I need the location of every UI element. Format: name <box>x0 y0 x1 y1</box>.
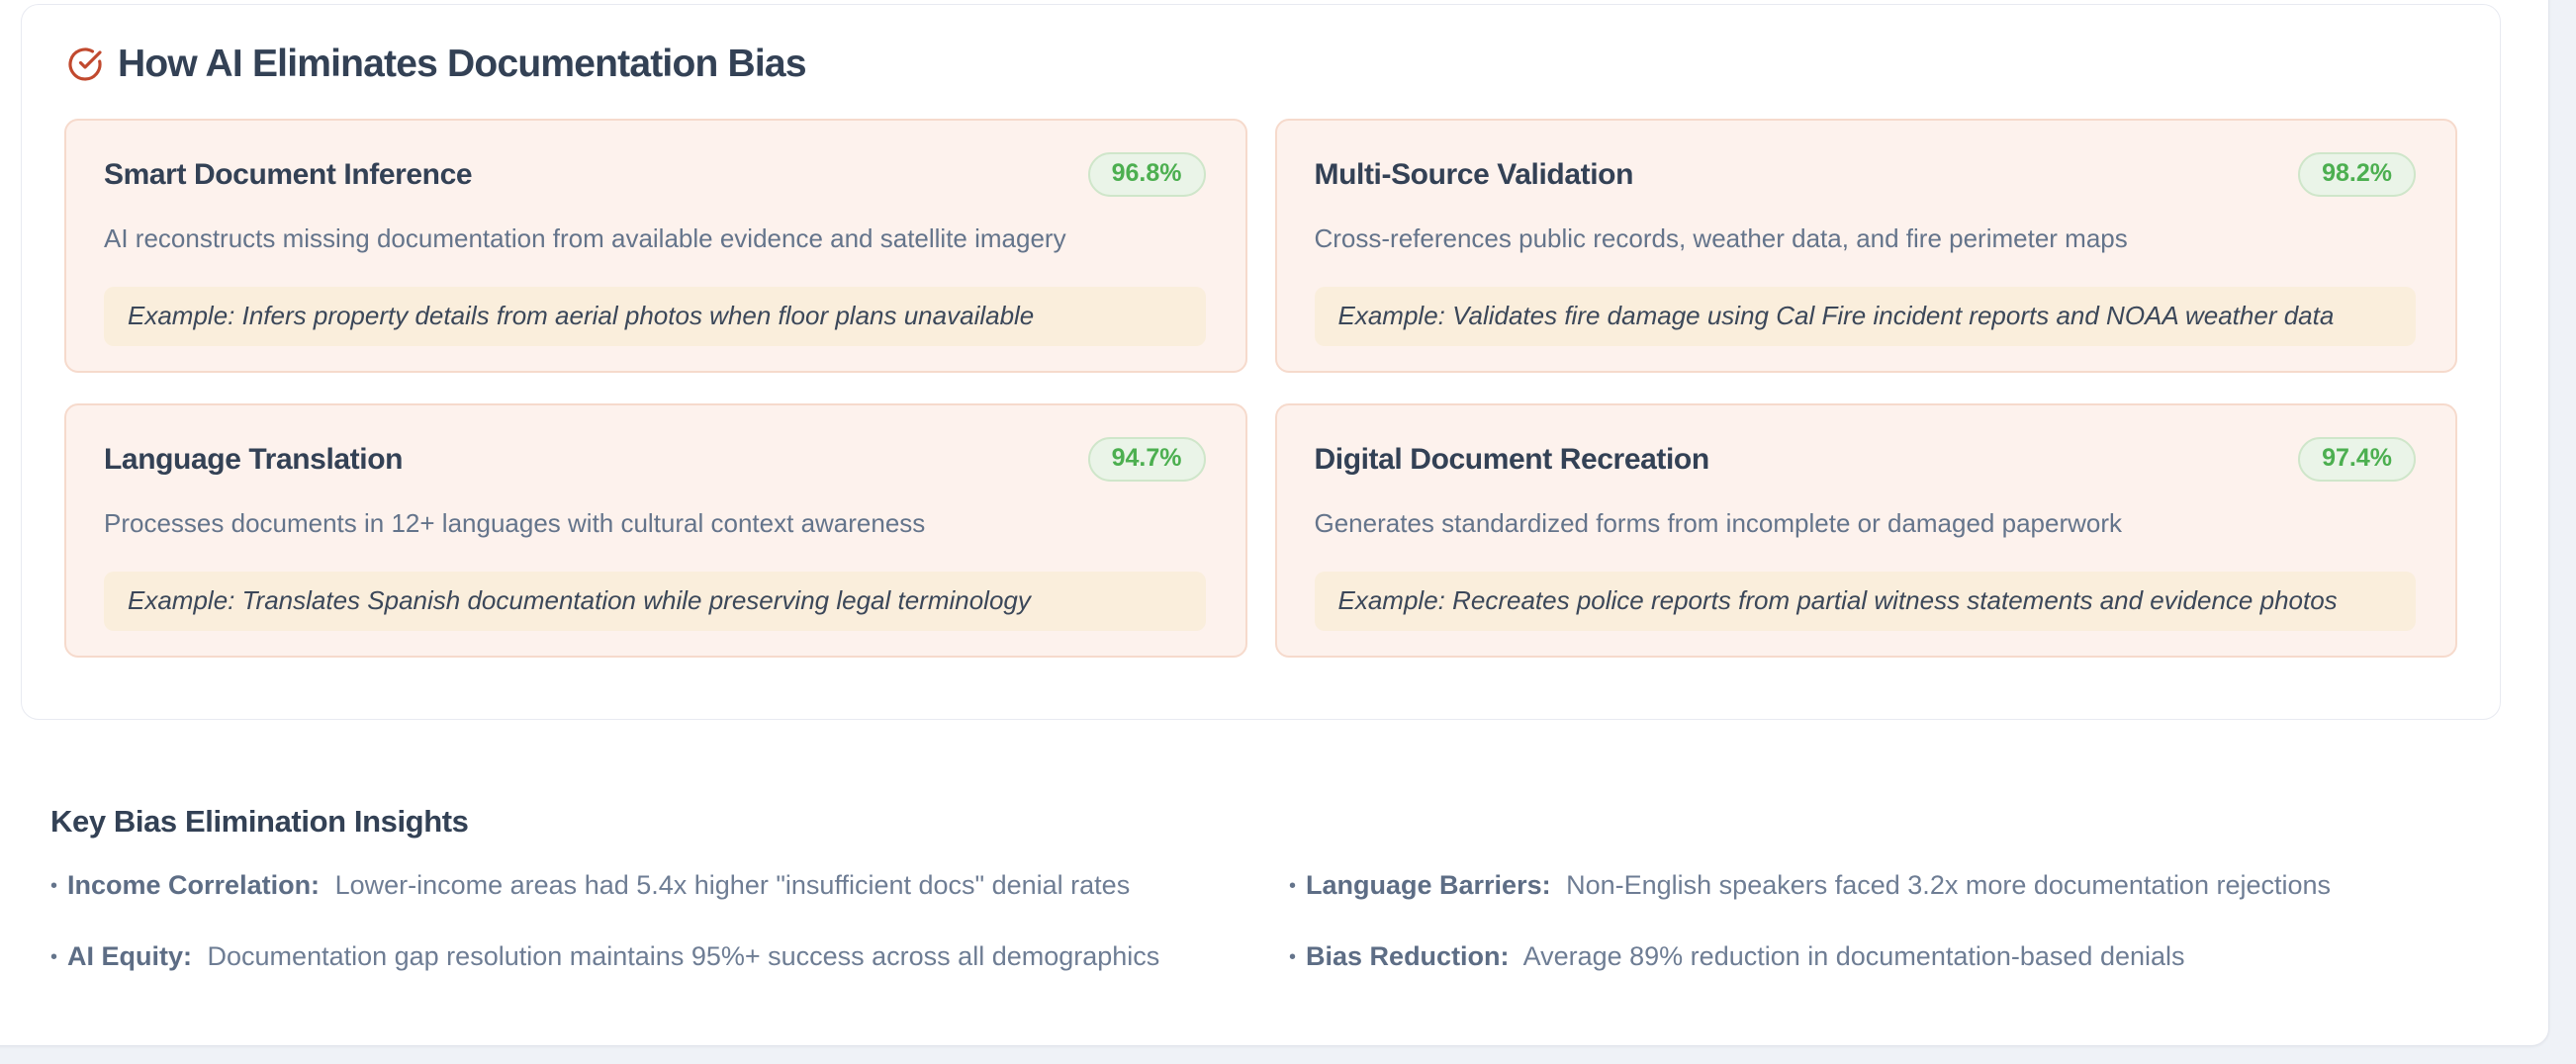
feature-example: Example: Validates fire damage using Cal… <box>1314 287 2416 347</box>
insight-label: Bias Reduction: <box>1306 941 1510 972</box>
insight-text: Lower-income areas had 5.4x higher "insu… <box>334 870 1131 900</box>
insights-grid: • Income Correlation: Lower-income areas … <box>50 869 2502 973</box>
insight-income-correlation: • Income Correlation: Lower-income areas … <box>50 869 1263 901</box>
insight-text: Non-English speakers faced 3.2x more doc… <box>1566 870 2332 900</box>
accuracy-badge: 97.4% <box>2298 437 2416 483</box>
feature-description: Processes documents in 12+ languages wit… <box>104 508 926 539</box>
feature-description: Generates standardized forms from incomp… <box>1314 508 2123 539</box>
feature-title: Multi-Source Validation <box>1314 157 1634 191</box>
bullet-icon: • <box>50 875 58 897</box>
section-header: How AI Eliminates Documentation Bias <box>64 43 2457 86</box>
feature-card-smart-document-inference: Smart Document Inference 96.8% AI recons… <box>64 119 1247 373</box>
insight-label: AI Equity: <box>67 941 193 972</box>
feature-example: Example: Translates Spanish documentatio… <box>104 572 1206 632</box>
feature-description: Cross-references public records, weather… <box>1314 223 2128 254</box>
insight-label: Language Barriers: <box>1306 870 1551 900</box>
accuracy-badge: 98.2% <box>2298 152 2416 198</box>
feature-title: Digital Document Recreation <box>1314 442 1710 476</box>
feature-card-language-translation: Language Translation 94.7% Processes doc… <box>64 403 1247 658</box>
feature-example: Example: Recreates police reports from p… <box>1314 572 2416 632</box>
insight-bias-reduction: • Bias Reduction: Average 89% reduction i… <box>1289 940 2502 972</box>
insight-language-barriers: • Language Barriers: Non-English speakers… <box>1289 869 2502 901</box>
insight-label: Income Correlation: <box>67 870 321 900</box>
feature-description: AI reconstructs missing documentation fr… <box>104 223 1066 254</box>
section-title: How AI Eliminates Documentation Bias <box>118 43 807 85</box>
feature-example: Example: Infers property details from ae… <box>104 287 1206 347</box>
bullet-icon: • <box>1289 946 1297 969</box>
feature-card-digital-document-recreation: Digital Document Recreation 97.4% Genera… <box>1274 403 2457 658</box>
insight-ai-equity: • AI Equity: Documentation gap resolution… <box>50 940 1263 972</box>
key-insights-section: Key Bias Elimination Insights • Income Co… <box>50 804 2502 973</box>
bullet-icon: • <box>1289 875 1297 897</box>
accuracy-badge: 96.8% <box>1087 152 1206 198</box>
check-circle-icon <box>67 46 103 82</box>
feature-grid: Smart Document Inference 96.8% AI recons… <box>64 119 2457 658</box>
documentation-bias-section: How AI Eliminates Documentation Bias Sma… <box>21 4 2501 720</box>
bullet-icon: • <box>50 946 58 969</box>
insights-heading: Key Bias Elimination Insights <box>50 804 469 839</box>
accuracy-badge: 94.7% <box>1087 437 1206 483</box>
feature-title: Language Translation <box>104 442 404 476</box>
insight-text: Average 89% reduction in documentation-b… <box>1522 941 2185 972</box>
insight-text: Documentation gap resolution maintains 9… <box>207 941 1160 972</box>
feature-title: Smart Document Inference <box>104 157 473 191</box>
feature-card-multi-source-validation: Multi-Source Validation 98.2% Cross-refe… <box>1274 119 2457 373</box>
